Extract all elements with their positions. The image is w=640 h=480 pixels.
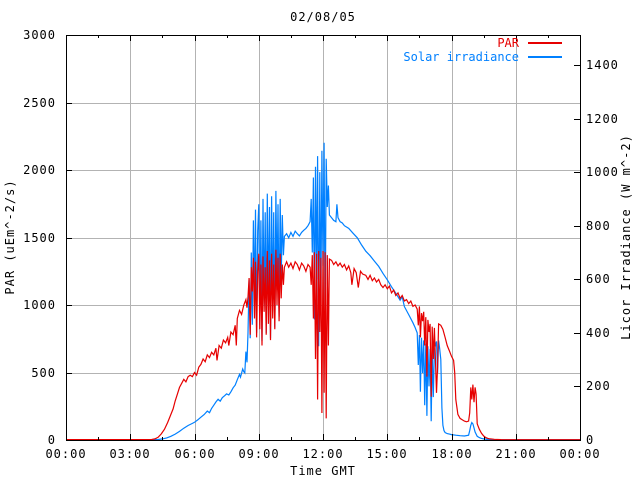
y-right-tick-label: 0 <box>586 433 595 447</box>
x-axis-title: Time GMT <box>290 464 356 478</box>
x-tick-label: 09:00 <box>238 447 280 461</box>
legend-entry-solar: Solar irradiance <box>403 50 562 64</box>
solar-irradiance-line <box>66 142 580 441</box>
x-tick-label: 00:00 <box>45 447 87 461</box>
y-right-tick-label: 1200 <box>586 112 619 126</box>
y-left-tick-label: 2000 <box>23 163 56 177</box>
y-right-tick-label: 800 <box>586 219 611 233</box>
y-left-tick-label: 0 <box>47 433 56 447</box>
x-tick-label: 00:00 <box>559 447 601 461</box>
chart-title: 02/08/05 <box>290 10 356 24</box>
x-tick-label: 06:00 <box>174 447 216 461</box>
y-left-tick-label: 3000 <box>23 28 56 42</box>
legend-line-sample-solar <box>528 56 562 58</box>
y-left-tick-label: 1500 <box>23 231 56 245</box>
y-left-tick-label: 2500 <box>23 96 56 110</box>
y-left-tick-label: 1000 <box>23 298 56 312</box>
y-right-tick-label: 400 <box>586 326 611 340</box>
x-tick-label: 12:00 <box>302 447 344 461</box>
x-tick-label: 03:00 <box>109 447 151 461</box>
legend-label-par: PAR <box>497 36 519 50</box>
axes-border <box>66 35 581 441</box>
legend-label-solar: Solar irradiance <box>403 50 519 64</box>
x-tick-label: 15:00 <box>366 447 408 461</box>
y-right-tick-label: 200 <box>586 379 611 393</box>
x-tick-label: 18:00 <box>431 447 473 461</box>
y-right-axis-title: Licor Irradiance (W m^-2) <box>619 134 633 340</box>
legend-line-sample-par <box>528 42 562 44</box>
y-right-tick-label: 1400 <box>586 58 619 72</box>
y-right-tick-label: 1000 <box>586 165 619 179</box>
y-left-tick-label: 500 <box>31 366 56 380</box>
y-right-tick-label: 600 <box>586 272 611 286</box>
legend-entry-par: PAR <box>497 36 562 50</box>
par-line <box>66 249 580 441</box>
x-tick-label: 21:00 <box>495 447 537 461</box>
